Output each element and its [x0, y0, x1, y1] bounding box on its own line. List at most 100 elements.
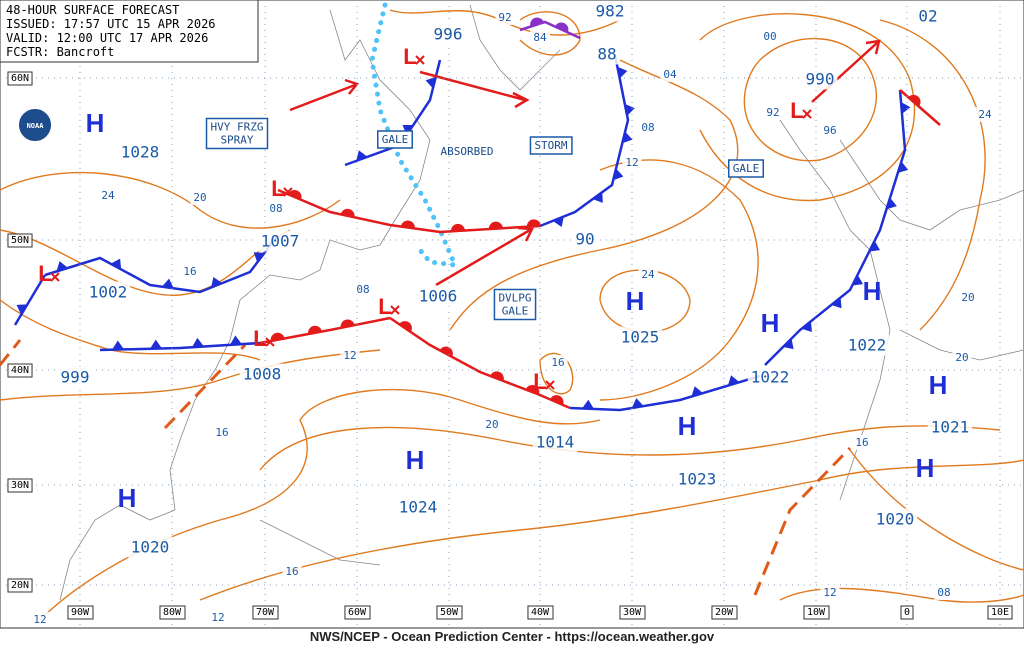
- longitude-label: 0: [904, 607, 910, 618]
- annotation-box: [205, 117, 269, 150]
- front-pip: [56, 261, 68, 272]
- pressure-symbol: L: [378, 294, 391, 319]
- pressure-symbol: H: [929, 370, 948, 400]
- latitude-label: 20N: [11, 580, 29, 591]
- logo-circle: [17, 107, 53, 143]
- annotation-text: GALE: [733, 162, 760, 175]
- central-pressure-box: [872, 508, 918, 530]
- pressure-symbol: H: [678, 411, 697, 441]
- longitude-label: 30W: [623, 607, 642, 618]
- isobar-label: 92: [766, 106, 779, 119]
- front-pip: [617, 66, 628, 79]
- isobar-label: 20: [193, 191, 206, 204]
- isobar-label-box: [548, 355, 568, 370]
- central-pressure-box: [239, 363, 285, 385]
- longitude-label: 40W: [531, 607, 550, 618]
- cold-front: [539, 54, 630, 228]
- isobar-label-box: [190, 190, 210, 205]
- central-pressure-box: [117, 141, 163, 163]
- low-center-x: [415, 55, 425, 65]
- central-pressure-box: [674, 468, 720, 490]
- central-pressure: 996: [434, 25, 463, 44]
- front-pip: [340, 208, 355, 218]
- isobar-label: 16: [285, 565, 298, 578]
- isobar-label: 16: [855, 436, 868, 449]
- latitude-label-box: [7, 478, 33, 493]
- front-pip: [908, 94, 921, 107]
- front-pip: [852, 274, 864, 286]
- front-pip: [631, 398, 644, 409]
- isobar-label: 96: [823, 124, 836, 137]
- isobar-label: 12: [33, 613, 46, 626]
- central-pressure-box: [395, 496, 441, 518]
- front-pip: [111, 340, 124, 350]
- front-pip: [340, 319, 355, 328]
- front-pip: [613, 168, 624, 181]
- front-pip: [399, 321, 412, 332]
- cold-front: [764, 89, 907, 366]
- front-pip: [622, 131, 633, 144]
- central-pressure-box: [747, 366, 793, 388]
- latitude-label-box: [7, 233, 33, 248]
- front-pip: [783, 338, 794, 350]
- longitude-label: 10E: [991, 607, 1009, 618]
- longitude-label-box: [344, 605, 371, 620]
- warm-front: [389, 316, 571, 410]
- isobar-label-box: [952, 350, 972, 365]
- front-pip: [425, 76, 436, 89]
- central-pressure-box: [802, 68, 838, 90]
- cold-front: [13, 274, 47, 326]
- isobar-label: 84: [533, 31, 547, 44]
- front-pip: [439, 346, 453, 357]
- pressure-symbol: H: [761, 308, 780, 338]
- coastlines: [59, 4, 1024, 601]
- header-forecaster: FCSTR: Bancroft: [6, 45, 114, 59]
- isobar-label: 08: [269, 202, 282, 215]
- low-center-x: [802, 109, 812, 119]
- front-pip: [801, 321, 812, 333]
- front-pip: [16, 304, 28, 315]
- isobar-label: 16: [551, 356, 564, 369]
- central-pressure: 1020: [131, 538, 170, 557]
- annotation-text: DVLPG: [498, 292, 531, 305]
- isobar-label: 08: [937, 586, 950, 599]
- central-pressure-box: [85, 281, 131, 303]
- isobar-label: 24: [101, 189, 115, 202]
- isobar-label-box: [482, 417, 502, 432]
- annotation-box: [377, 130, 413, 149]
- longitude-label-box: [436, 605, 463, 620]
- isobar-label: 16: [215, 426, 228, 439]
- isobar-label: 04: [663, 68, 677, 81]
- isobar-label: 16: [183, 265, 196, 278]
- pressure-symbol: H: [118, 483, 137, 513]
- longitude-label-box: [711, 605, 738, 620]
- front-pip: [450, 223, 465, 232]
- central-pressure-box: [257, 230, 303, 252]
- front-pip: [161, 278, 174, 289]
- front-pip: [211, 276, 223, 288]
- isobar-label-box: [208, 610, 228, 625]
- annotation-text: HVY FRZG: [211, 121, 264, 134]
- latitude-label-box: [7, 578, 33, 593]
- cold-front: [44, 234, 279, 294]
- pressure-label-box: [594, 43, 620, 65]
- front-pip: [110, 258, 122, 270]
- isobar-label-box: [820, 585, 840, 600]
- latitude-label: 30N: [11, 480, 29, 491]
- isobar-label: 12: [343, 349, 356, 362]
- troughs: [0, 339, 852, 596]
- annotation: GALE: [728, 159, 764, 178]
- front-pip: [402, 125, 414, 136]
- isobar-label-box: [266, 201, 286, 216]
- longitude-label: 50W: [440, 607, 459, 618]
- pressure-symbol: L: [271, 176, 284, 201]
- isobar-label-box: [638, 267, 658, 282]
- longitude-label-box: [619, 605, 646, 620]
- low-center-x: [545, 380, 555, 390]
- isobar-label-box: [638, 120, 658, 135]
- central-pressure: 990: [806, 70, 835, 89]
- latitude-label-box: [7, 363, 33, 378]
- isobar-label-box: [98, 188, 118, 203]
- central-pressure-box: [927, 416, 973, 438]
- warm-front: [519, 20, 581, 40]
